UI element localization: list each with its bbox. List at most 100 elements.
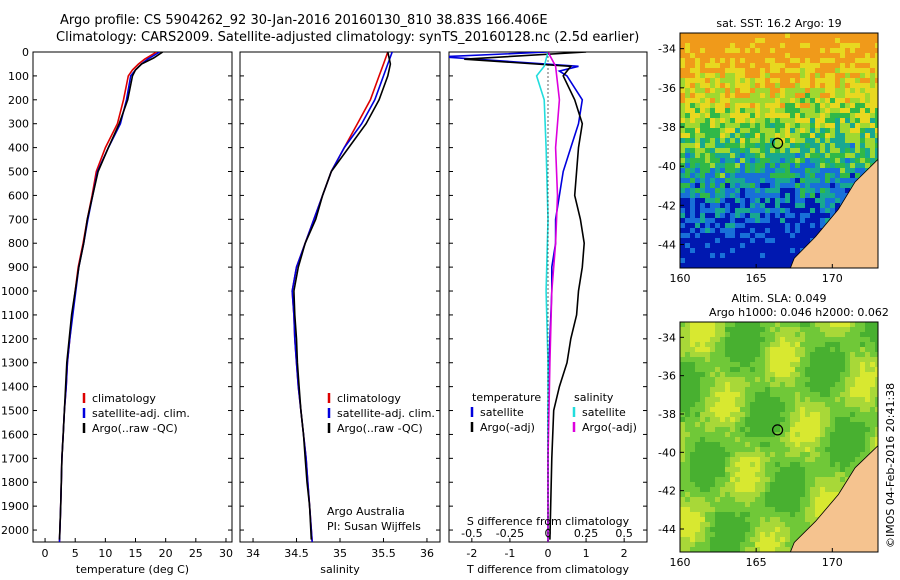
map-cell bbox=[775, 253, 781, 259]
map-cell bbox=[870, 347, 876, 353]
map-cell bbox=[845, 392, 851, 398]
map-cell bbox=[710, 248, 716, 254]
map-cell bbox=[795, 357, 801, 363]
map-cell bbox=[755, 482, 761, 488]
map-cell bbox=[850, 153, 856, 159]
map-cell bbox=[810, 342, 816, 348]
map-cell bbox=[705, 198, 711, 204]
map-cell bbox=[705, 263, 711, 268]
map-cell bbox=[725, 512, 731, 518]
map-cell bbox=[760, 517, 766, 523]
map-cell bbox=[710, 387, 716, 393]
map-cell bbox=[835, 53, 841, 59]
map-cell bbox=[855, 68, 861, 74]
map-cell bbox=[865, 412, 871, 418]
map-cell bbox=[745, 173, 751, 179]
map-cell bbox=[735, 532, 741, 538]
map-cell bbox=[745, 492, 751, 498]
map-cell bbox=[875, 422, 878, 428]
map-cell bbox=[850, 367, 856, 373]
map-cell bbox=[730, 108, 736, 114]
map-cell bbox=[705, 33, 711, 39]
map-cell bbox=[805, 437, 811, 443]
map-cell bbox=[760, 198, 766, 204]
map-cell bbox=[815, 43, 821, 49]
map-cell bbox=[725, 377, 731, 383]
map-cell bbox=[815, 173, 821, 179]
map-cell bbox=[820, 98, 826, 104]
map-cell bbox=[700, 507, 706, 513]
map-cell bbox=[730, 43, 736, 49]
timestamp-stamp: ©IMOS 04-Feb-2016 20:41:38 bbox=[884, 382, 897, 548]
map-cell bbox=[795, 372, 801, 378]
map-cell bbox=[870, 53, 876, 59]
map-cell bbox=[725, 407, 731, 413]
map-cell bbox=[860, 392, 866, 398]
map-cell bbox=[790, 233, 796, 239]
map-cell bbox=[810, 83, 816, 89]
map-cell bbox=[735, 88, 741, 94]
map-cell bbox=[820, 208, 826, 214]
map-cell bbox=[705, 322, 711, 328]
map-cell bbox=[760, 417, 766, 423]
map-cell bbox=[790, 442, 796, 448]
map-cell bbox=[720, 512, 726, 518]
map-cell bbox=[830, 153, 836, 159]
map-cell bbox=[785, 522, 791, 528]
map-cell bbox=[750, 427, 756, 433]
map-cell bbox=[795, 233, 801, 239]
map-cell bbox=[715, 332, 721, 338]
map-cell bbox=[825, 502, 831, 508]
map-cell bbox=[715, 547, 721, 552]
map-cell bbox=[865, 327, 871, 333]
map-cell bbox=[765, 427, 771, 433]
map-cell bbox=[700, 98, 706, 104]
map-cell bbox=[800, 392, 806, 398]
map-cell bbox=[705, 173, 711, 179]
map-cell bbox=[715, 502, 721, 508]
map-cell bbox=[805, 477, 811, 483]
map-cell bbox=[730, 148, 736, 154]
map-cell bbox=[770, 542, 776, 548]
x-tick-label: 10 bbox=[98, 547, 112, 560]
map-cell bbox=[720, 33, 726, 39]
map-cell bbox=[750, 183, 756, 189]
map-cell bbox=[800, 322, 806, 328]
map-cell bbox=[820, 337, 826, 343]
map-cell bbox=[725, 68, 731, 74]
map-cell bbox=[685, 53, 691, 59]
map-cell bbox=[750, 73, 756, 79]
map-cell bbox=[815, 148, 821, 154]
map-cell bbox=[850, 437, 856, 443]
map-cell bbox=[755, 203, 761, 209]
map-cell bbox=[680, 198, 686, 204]
map-cell bbox=[715, 143, 721, 149]
map-cell bbox=[820, 188, 826, 194]
map-cell bbox=[775, 352, 781, 358]
map-cell bbox=[760, 103, 766, 109]
map-cell bbox=[740, 427, 746, 433]
map-cell bbox=[735, 38, 741, 44]
map-cell bbox=[795, 427, 801, 433]
map-cell bbox=[680, 387, 686, 393]
map-cell bbox=[695, 148, 701, 154]
map-cell bbox=[780, 243, 786, 249]
map-cell bbox=[690, 437, 696, 443]
map-cell bbox=[755, 63, 761, 69]
map-cell bbox=[860, 63, 866, 69]
map-cell bbox=[775, 108, 781, 114]
map-cell bbox=[695, 218, 701, 224]
map-cell bbox=[780, 337, 786, 343]
map-cell bbox=[780, 352, 786, 358]
map-cell bbox=[765, 33, 771, 39]
map-cell bbox=[855, 48, 861, 54]
map-cell bbox=[820, 432, 826, 438]
map-cell bbox=[735, 392, 741, 398]
map-cell bbox=[870, 123, 876, 129]
map-cell bbox=[855, 367, 861, 373]
map-cell bbox=[825, 387, 831, 393]
map-cell bbox=[705, 447, 711, 453]
map-cell bbox=[825, 487, 831, 493]
map-cell bbox=[705, 332, 711, 338]
map-cell bbox=[755, 407, 761, 413]
